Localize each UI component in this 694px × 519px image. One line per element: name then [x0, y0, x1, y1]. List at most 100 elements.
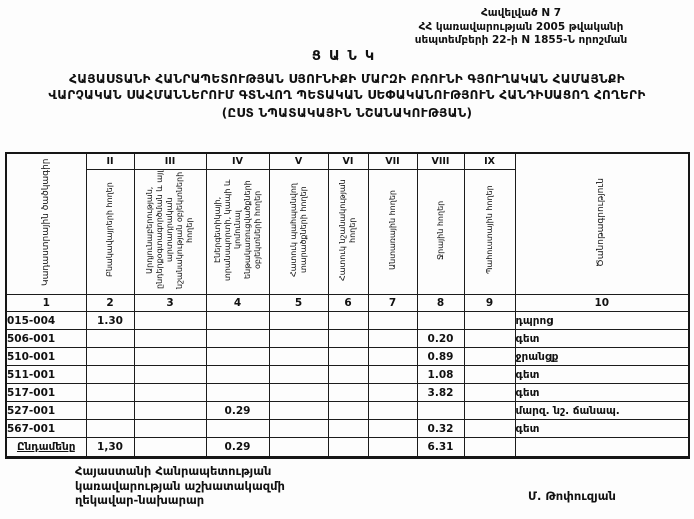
table-row: 517-001 3.82 գետ	[5, 383, 690, 402]
cadastral-code-cell: 567-001	[5, 419, 87, 438]
appendix-line: Հավելված N 7	[480, 7, 562, 19]
value-cell	[133, 311, 207, 330]
column-header-infrastructure-lands: Էներգետիկայի, տրանսպորտի, կապի և կոմունա…	[205, 169, 270, 295]
value-cell: 0.32	[416, 419, 465, 438]
table-row: 527-001 0.29 մարզ. նշ. ճանապ.	[5, 401, 690, 420]
table-body: 015-004 1.30 դպրոց 506-001 0.20 գետ 510-001 0.8…	[5, 311, 690, 458]
value-cell	[367, 383, 418, 402]
roman-numeral: IX	[463, 152, 516, 170]
value-cell	[205, 383, 270, 402]
rotated-header-row: Բնակավայրերի հողեր Արդյունաբերության, ըն…	[6, 169, 689, 295]
value-cell: 1,30	[85, 437, 135, 458]
value-cell	[327, 383, 369, 402]
column-header-protected-lands: Հատուկ պահպանվող տարածքների հողեր	[268, 169, 329, 295]
value-cell	[133, 347, 207, 366]
value-cell: 1.30	[85, 311, 135, 330]
value-cell	[367, 401, 418, 420]
document-title: ՑԱՆԿ	[311, 49, 383, 64]
value-cell	[268, 311, 329, 330]
column-number: 3	[133, 294, 207, 312]
value-cell	[268, 419, 329, 438]
value-cell	[205, 311, 270, 330]
roman-numeral: VI	[327, 152, 369, 170]
cadastral-code-cell: 015-004	[5, 311, 87, 330]
table-row: 567-001 0.32 գետ	[5, 419, 690, 438]
value-cell	[85, 383, 135, 402]
roman-numeral: VII	[367, 152, 418, 170]
table-row: 015-004 1.30 դպրոց	[5, 311, 690, 330]
roman-numeral: VIII	[416, 152, 465, 170]
value-cell	[367, 365, 418, 384]
value-cell	[367, 437, 418, 458]
column-number: 7	[367, 294, 418, 312]
appendix-line: սեպտեմբերի 22-ի N 1855-Ն որոշման	[414, 34, 628, 47]
column-number: 9	[463, 294, 516, 312]
document-subtitle: ՀԱՅԱՍՏԱՆԻ ՀԱՆՐԱՊԵՏՈՒԹՅԱՆ ՍՅՈՒՆԻՔԻ ՄԱՐԶԻ …	[0, 71, 694, 103]
value-cell	[327, 329, 369, 348]
cadastral-code-cell: 517-001	[5, 383, 87, 402]
column-number: 10	[514, 294, 690, 312]
value-cell	[463, 347, 516, 366]
document-subnote: (ԸՍՏ ՆՊԱՏԱԿԱՅԻՆ ՆՇԱՆԱԿՈՒԹՅԱՆ)	[221, 106, 473, 120]
note-header-label: Ծանոթագրություն	[596, 177, 607, 267]
value-cell	[416, 311, 465, 330]
roman-numeral-row: Կադաստրային ծածկագիր II III IV V VI VII …	[5, 152, 690, 295]
value-cell	[85, 347, 135, 366]
value-cell	[85, 365, 135, 384]
column-number: 5	[268, 294, 329, 312]
value-cell	[327, 311, 369, 330]
note-cell	[514, 437, 690, 458]
column-number: 2	[85, 294, 135, 312]
subtitle-line: ՀԱՅԱՍՏԱՆԻ ՀԱՆՐԱՊԵՏՈՒԹՅԱՆ ՍՅՈՒՆԻՔԻ ՄԱՐԶԻ …	[69, 72, 625, 86]
column-number: 1	[5, 294, 87, 312]
value-cell: 0.20	[416, 329, 465, 348]
column-number: 6	[327, 294, 369, 312]
column-header-water-lands: Ջրային հողեր	[416, 169, 465, 295]
value-cell	[416, 401, 465, 420]
roman-numeral: V	[268, 152, 329, 170]
roman-numeral: II	[85, 152, 135, 170]
value-cell	[463, 365, 516, 384]
land-parcels-table: Կադաստրային ծածկագիր II III IV V VI VII …	[5, 152, 690, 459]
column-number-row: 1 2 3 4 5 6 7 8 9 10	[5, 294, 690, 312]
cadastral-code-cell: 510-001	[5, 347, 87, 366]
value-cell	[85, 419, 135, 438]
column-number: 8	[416, 294, 465, 312]
value-cell	[268, 383, 329, 402]
value-cell	[133, 437, 207, 458]
signatory-title-block: Հայաստանի Հանրապետության կառավարության ա…	[75, 464, 285, 508]
value-cell	[268, 347, 329, 366]
appendix-reference-block: Հավելված N 7 ՀՀ կառավարության 2005 թվակա…	[356, 7, 686, 48]
value-cell: 0.89	[416, 347, 465, 366]
value-cell	[268, 401, 329, 420]
value-cell	[463, 329, 516, 348]
value-cell: 3.82	[416, 383, 465, 402]
total-label-cell: Ընդամենը	[5, 437, 87, 458]
value-cell	[327, 437, 369, 458]
value-cell	[85, 401, 135, 420]
value-cell	[463, 311, 516, 330]
value-cell	[463, 437, 516, 458]
value-cell	[205, 329, 270, 348]
value-cell	[367, 311, 418, 330]
column-header-forest-lands: Անտառային հողեր	[367, 169, 418, 295]
note-cell: գետ	[514, 365, 690, 384]
note-cell: գետ	[514, 383, 690, 402]
value-cell	[133, 401, 207, 420]
signatory-title-line: կառավարության աշխատակազմի	[75, 478, 285, 493]
total-row: Ընդամենը 1,30 0.29 6.31	[5, 437, 690, 458]
value-cell	[205, 419, 270, 438]
note-cell: դպրոց	[514, 311, 690, 330]
value-cell	[327, 401, 369, 420]
cadastral-code-cell: 506-001	[5, 329, 87, 348]
note-cell: գետ	[514, 329, 690, 348]
column-header-reserve-lands: Պահուստային հողեր	[463, 169, 516, 295]
value-cell	[463, 401, 516, 420]
value-cell: 0.29	[205, 437, 270, 458]
value-cell	[205, 365, 270, 384]
value-cell	[133, 329, 207, 348]
value-cell	[327, 347, 369, 366]
value-cell	[463, 383, 516, 402]
table-row: 506-001 0.20 գետ	[5, 329, 690, 348]
cadastral-code-cell: 527-001	[5, 401, 87, 420]
